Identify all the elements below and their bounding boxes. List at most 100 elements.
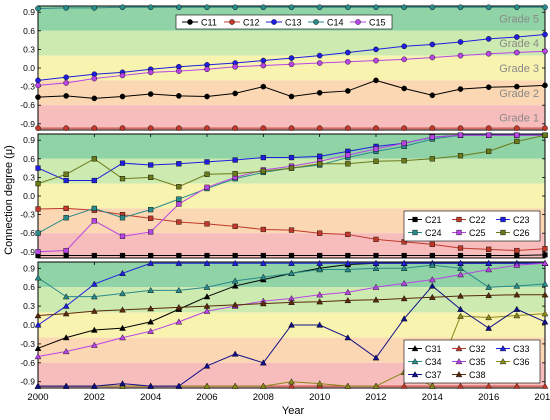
data-point-C38 [428, 293, 436, 300]
data-point-C14 [429, 4, 436, 11]
legend-marker [455, 358, 463, 365]
data-point-C12 [542, 125, 548, 131]
y-tick-label: 0.6 [23, 282, 35, 292]
data-point-C13 [288, 55, 295, 61]
data-point-C26 [119, 176, 126, 182]
data-point-C25 [514, 132, 520, 138]
data-point-C26 [542, 132, 548, 138]
data-point-C12 [401, 125, 407, 131]
data-point-C22 [260, 226, 266, 233]
legend-label: C23 [513, 215, 530, 225]
data-point-C38 [34, 312, 42, 319]
data-point-C34 [316, 266, 324, 273]
data-point-C23 [148, 162, 154, 168]
data-point-C36 [513, 312, 521, 319]
data-point-C15 [147, 69, 154, 76]
data-point-C38 [62, 310, 70, 317]
y-tick-label: 0.9 [23, 263, 35, 273]
data-point-C11 [63, 93, 69, 99]
data-point-C13 [457, 39, 464, 45]
data-point-C26 [486, 148, 492, 154]
grade-label: Grade 3 [499, 63, 539, 75]
y-tick-label: -0.9 [20, 119, 35, 129]
legend-marker [412, 229, 418, 236]
data-point-C35 [400, 280, 408, 287]
data-point-C25 [148, 229, 154, 235]
data-point-C21 [91, 252, 97, 259]
series-C13 [35, 31, 548, 84]
data-point-C34 [175, 286, 183, 293]
legend-marker [500, 229, 506, 236]
data-point-C33 [316, 259, 324, 266]
legend-panel-1: C11 C12 C13 C14 C15 [175, 14, 393, 30]
data-point-C35 [541, 259, 549, 266]
data-point-C22 [35, 206, 41, 212]
data-point-C24 [35, 230, 41, 236]
data-point-C37 [513, 305, 521, 312]
data-point-C21 [204, 252, 210, 259]
data-point-C38 [147, 305, 155, 312]
y-tick-label: 0.3 [23, 301, 35, 311]
data-point-C35 [344, 288, 352, 295]
data-point-C32 [485, 382, 493, 389]
data-point-C13 [35, 77, 41, 84]
data-point-C15 [542, 48, 548, 55]
data-point-C13 [260, 57, 267, 64]
data-point-C36 [428, 382, 436, 389]
data-point-C14 [401, 4, 407, 11]
data-point-C37 [485, 324, 493, 331]
data-point-C24 [91, 205, 97, 212]
data-point-C34 [288, 269, 295, 276]
data-point-C12 [514, 125, 520, 131]
data-point-C31 [62, 334, 70, 341]
y-tick-label: -0.6 [20, 100, 35, 110]
data-point-C25 [373, 146, 379, 152]
data-point-C23 [232, 157, 238, 163]
legend-label: C15 [369, 18, 386, 28]
data-point-C23 [119, 160, 126, 166]
data-point-C22 [373, 236, 379, 243]
data-point-C14 [35, 5, 41, 12]
data-point-C35 [457, 271, 464, 278]
data-point-C31 [231, 282, 239, 289]
series-C12 [35, 125, 548, 131]
data-point-C25 [204, 184, 210, 190]
data-point-C37 [316, 321, 324, 328]
data-point-C15 [514, 49, 520, 56]
legend-box [403, 210, 541, 242]
data-point-C11 [119, 93, 126, 100]
y-tick-label: -0.3 [20, 82, 35, 92]
legend-label: C13 [285, 18, 302, 28]
data-point-C23 [176, 161, 182, 167]
data-point-C25 [63, 247, 69, 254]
data-point-C33 [175, 259, 183, 266]
legend-label: C31 [425, 344, 442, 354]
data-point-C38 [175, 303, 183, 310]
data-point-C21 [317, 252, 323, 259]
x-tick-label: 2006 [196, 392, 217, 403]
data-point-C11 [91, 95, 98, 102]
y-tick-label: -0.9 [20, 247, 35, 257]
y-tick-label: 0.0 [23, 191, 35, 201]
data-point-C15 [91, 75, 98, 82]
x-tick-label: 2000 [27, 392, 48, 403]
data-point-C26 [260, 168, 266, 174]
data-point-C11 [457, 86, 464, 92]
legend-label: C26 [513, 228, 530, 238]
data-point-C26 [317, 161, 323, 167]
data-point-C14 [485, 4, 492, 11]
data-point-C26 [514, 138, 520, 145]
data-point-C22 [148, 215, 154, 221]
data-point-C14 [176, 4, 182, 11]
data-point-C38 [203, 302, 211, 309]
data-point-C13 [514, 34, 520, 40]
data-point-C32 [541, 382, 549, 389]
legend-marker [500, 216, 506, 223]
y-tick-label: 0.6 [23, 26, 35, 36]
y-tick-label: -0.3 [20, 339, 35, 349]
x-tick-label: 2004 [140, 392, 161, 403]
data-point-C22 [429, 241, 435, 247]
legend-marker [455, 345, 463, 352]
data-point-C36 [457, 312, 464, 319]
y-tick-label: 0.9 [23, 135, 35, 145]
